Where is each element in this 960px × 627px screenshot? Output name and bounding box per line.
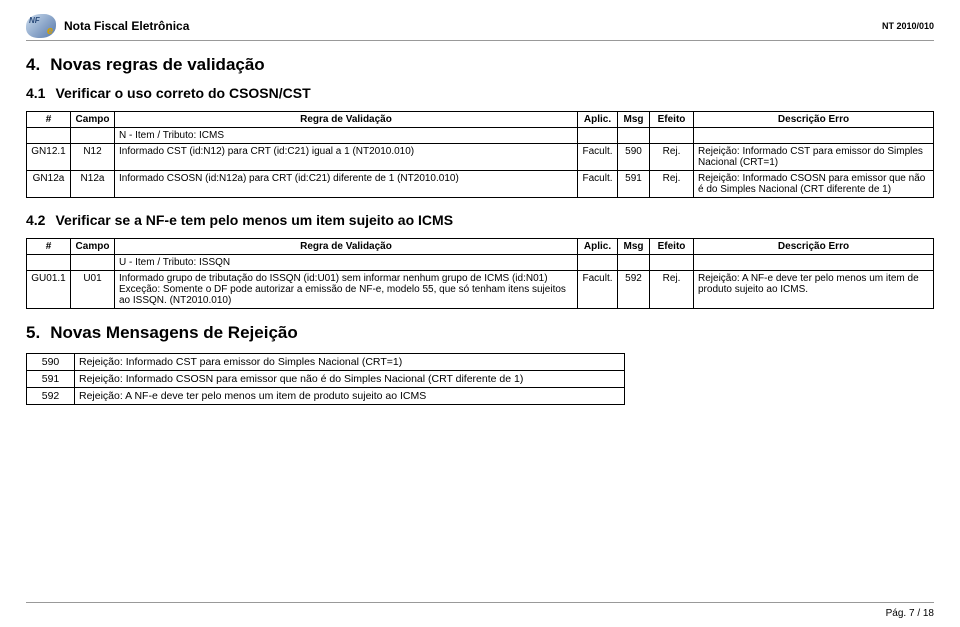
header-doc-ref: NT 2010/010 [882, 21, 934, 31]
msg-code: 590 [27, 354, 75, 371]
section-4-2-title: Verificar se a NF-e tem pelo menos um it… [55, 212, 453, 228]
cell-aplic: Facult. [578, 171, 618, 198]
table-row: 590 Rejeição: Informado CST para emissor… [27, 354, 625, 371]
subhead-cell: U - Item / Tributo: ISSQN [115, 255, 578, 271]
table-row: 592 Rejeição: A NF-e deve ter pelo menos… [27, 388, 625, 405]
col-aplic: Aplic. [578, 112, 618, 128]
table-subhead-row: U - Item / Tributo: ISSQN [27, 255, 934, 271]
subhead-cell: N - Item / Tributo: ICMS [115, 128, 578, 144]
col-aplic: Aplic. [578, 239, 618, 255]
section-5-title: Novas Mensagens de Rejeição [50, 323, 298, 342]
section-4-2-heading: 4.2 Verificar se a NF-e tem pelo menos um… [26, 212, 934, 228]
section-4-1-number: 4.1 [26, 85, 45, 101]
col-desc: Descrição Erro [694, 239, 934, 255]
cell-regra: Informado CST (id:N12) para CRT (id:C21)… [115, 144, 578, 171]
cell-efeito: Rej. [650, 144, 694, 171]
table-subhead-row: N - Item / Tributo: ICMS [27, 128, 934, 144]
msg-code: 592 [27, 388, 75, 405]
section-5-number: 5. [26, 323, 40, 342]
cell-msg: 591 [618, 171, 650, 198]
header-left: Nota Fiscal Eletrônica [26, 14, 189, 38]
col-campo: Campo [71, 112, 115, 128]
section-5-heading: 5. Novas Mensagens de Rejeição [26, 323, 934, 343]
cell-campo: N12a [71, 171, 115, 198]
col-desc: Descrição Erro [694, 112, 934, 128]
cell-regra: Informado grupo de tributação do ISSQN (… [115, 271, 578, 309]
col-msg: Msg [618, 112, 650, 128]
header-title: Nota Fiscal Eletrônica [64, 19, 189, 33]
cell-regra: Informado CSOSN (id:N12a) para CRT (id:C… [115, 171, 578, 198]
cell-id: GU01.1 [27, 271, 71, 309]
msg-text: Rejeição: Informado CSOSN para emissor q… [75, 371, 625, 388]
table-row: GN12.1 N12 Informado CST (id:N12) para C… [27, 144, 934, 171]
table-row: 591 Rejeição: Informado CSOSN para emiss… [27, 371, 625, 388]
cell-aplic: Facult. [578, 271, 618, 309]
cell-desc: Rejeição: Informado CSOSN para emissor q… [694, 171, 934, 198]
cell-campo: U01 [71, 271, 115, 309]
section-4-number: 4. [26, 55, 40, 74]
page-footer: Pág. 7 / 18 [886, 608, 934, 619]
section-4-title: Novas regras de validação [50, 55, 265, 74]
col-hash: # [27, 112, 71, 128]
table-row: GU01.1 U01 Informado grupo de tributação… [27, 271, 934, 309]
nfe-logo-icon [26, 14, 56, 38]
cell-id: GN12a [27, 171, 71, 198]
cell-efeito: Rej. [650, 271, 694, 309]
cell-aplic: Facult. [578, 144, 618, 171]
section-4-1-heading: 4.1 Verificar o uso correto do CSOSN/CST [26, 85, 934, 101]
section-4-2-number: 4.2 [26, 212, 45, 228]
msg-code: 591 [27, 371, 75, 388]
col-efeito: Efeito [650, 239, 694, 255]
cell-id: GN12.1 [27, 144, 71, 171]
footer-divider [26, 602, 934, 603]
cell-desc: Rejeição: Informado CST para emissor do … [694, 144, 934, 171]
cell-msg: 590 [618, 144, 650, 171]
col-efeito: Efeito [650, 112, 694, 128]
cell-msg: 592 [618, 271, 650, 309]
rejection-messages-table: 590 Rejeição: Informado CST para emissor… [26, 353, 625, 405]
msg-text: Rejeição: A NF-e deve ter pelo menos um … [75, 388, 625, 405]
cell-campo: N12 [71, 144, 115, 171]
col-msg: Msg [618, 239, 650, 255]
table-header-row: # Campo Regra de Validação Aplic. Msg Ef… [27, 239, 934, 255]
table-header-row: # Campo Regra de Validação Aplic. Msg Ef… [27, 112, 934, 128]
cell-desc: Rejeição: A NF-e deve ter pelo menos um … [694, 271, 934, 309]
page-header: Nota Fiscal Eletrônica NT 2010/010 [26, 14, 934, 41]
col-regra: Regra de Validação [115, 239, 578, 255]
section-4-1-title: Verificar o uso correto do CSOSN/CST [55, 85, 310, 101]
col-hash: # [27, 239, 71, 255]
col-regra: Regra de Validação [115, 112, 578, 128]
cell-efeito: Rej. [650, 171, 694, 198]
table-row: GN12a N12a Informado CSOSN (id:N12a) par… [27, 171, 934, 198]
section-4-heading: 4. Novas regras de validação [26, 55, 934, 75]
validation-table-1: # Campo Regra de Validação Aplic. Msg Ef… [26, 111, 934, 198]
col-campo: Campo [71, 239, 115, 255]
validation-table-2: # Campo Regra de Validação Aplic. Msg Ef… [26, 238, 934, 309]
msg-text: Rejeição: Informado CST para emissor do … [75, 354, 625, 371]
